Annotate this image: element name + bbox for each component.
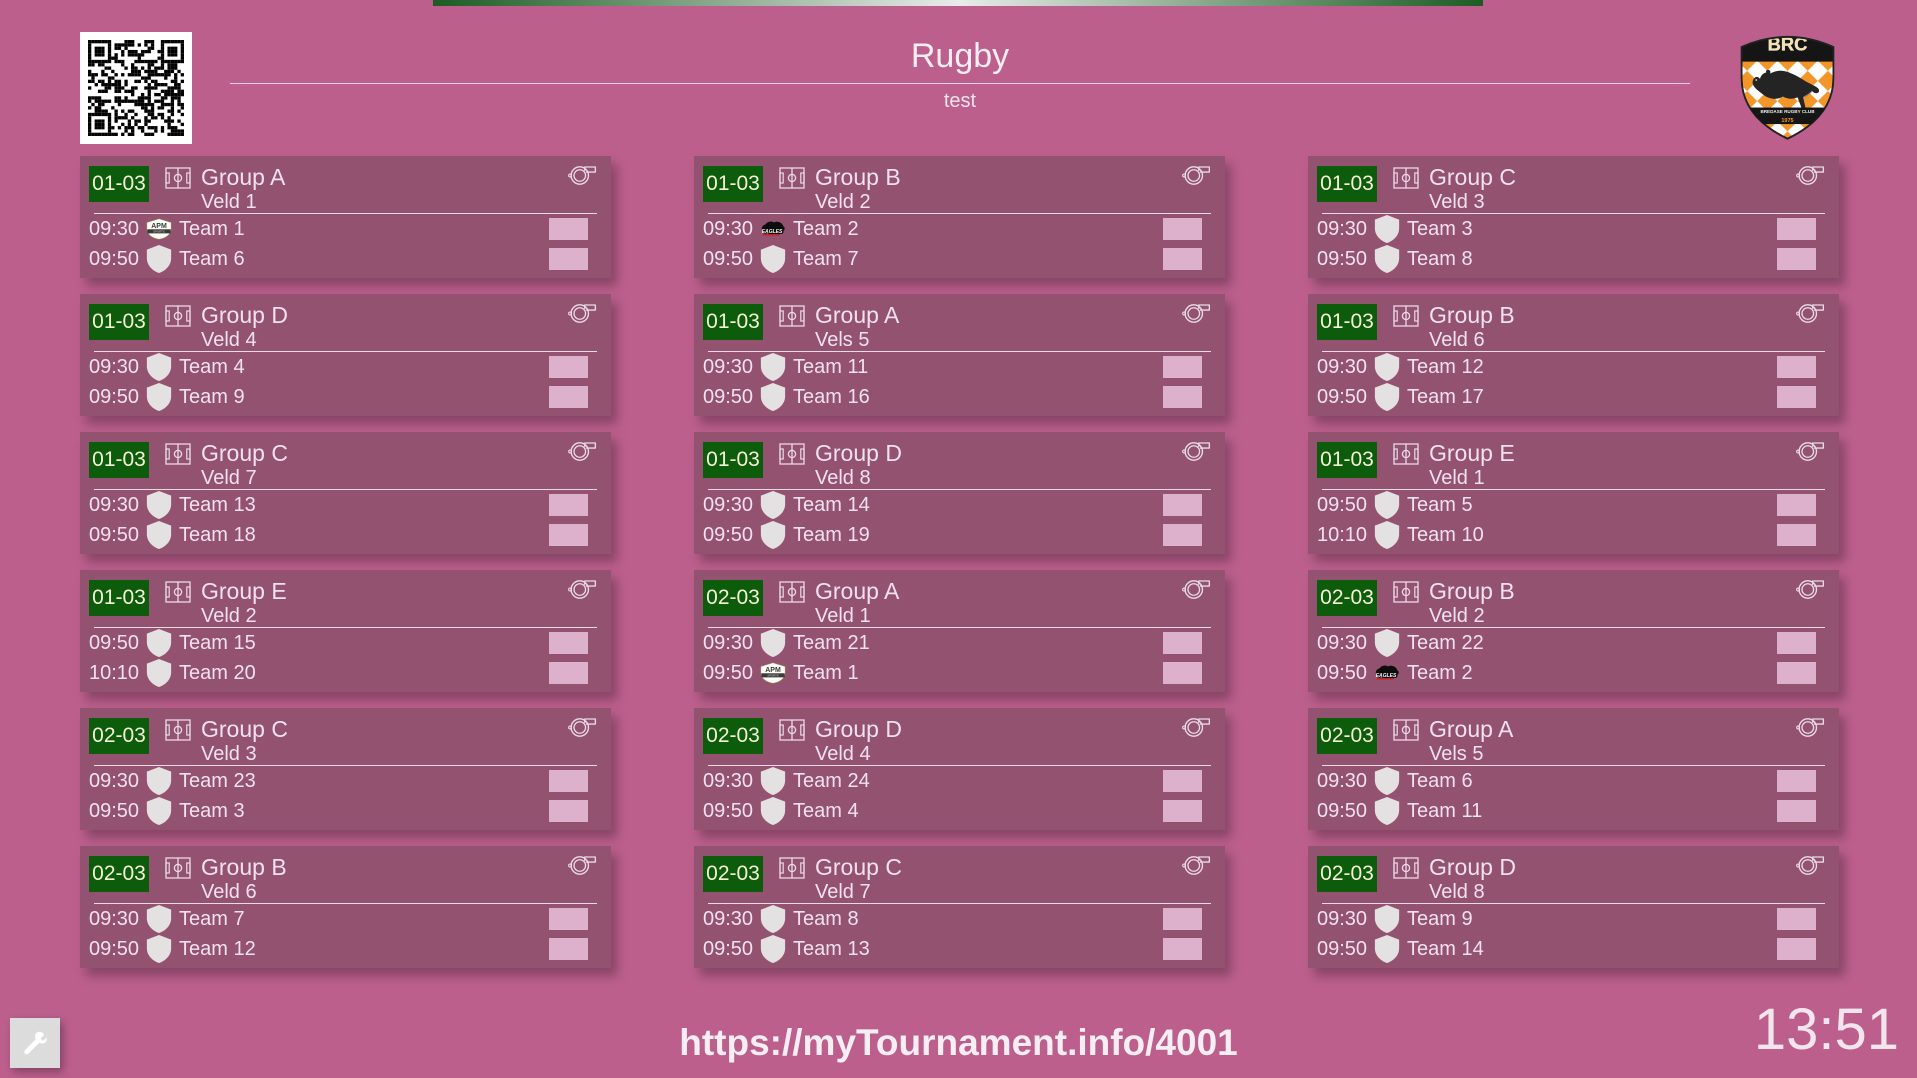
svg-text:1975: 1975: [1781, 118, 1793, 124]
svg-text:SPORTS: SPORTS: [153, 229, 165, 233]
svg-text:BREDASE RUGBY CLUB: BREDASE RUGBY CLUB: [1760, 109, 1815, 114]
svg-text:SPORTS: SPORTS: [767, 673, 779, 677]
